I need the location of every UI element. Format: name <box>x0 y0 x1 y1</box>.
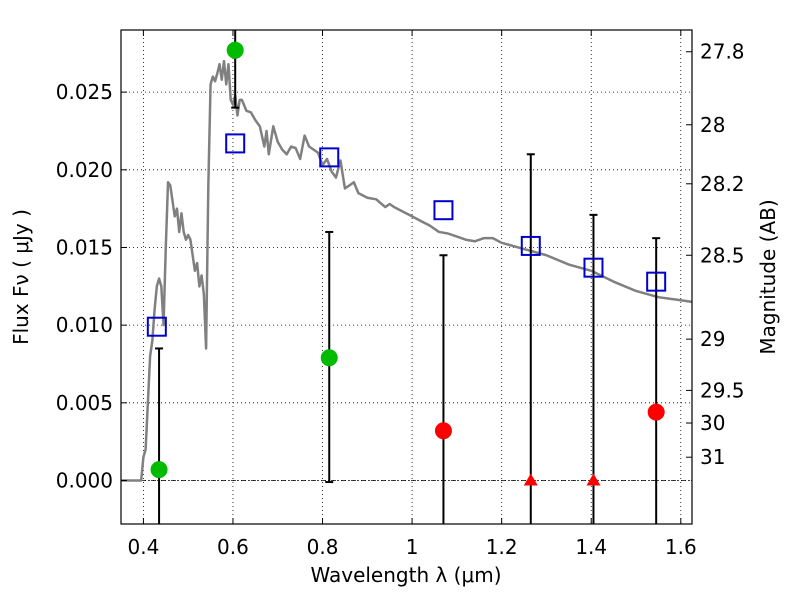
plot-frame <box>120 29 693 525</box>
model-spectrum-line <box>121 59 693 482</box>
photometry-circle-marker <box>647 403 665 421</box>
model-square-marker <box>146 316 167 337</box>
x-tick-label: 1 <box>406 535 419 559</box>
y-tick-label: 0.005 <box>56 391 113 415</box>
magnitude-tick-label: 28.2 <box>700 172 745 196</box>
magnitude-tick-label: 29 <box>700 327 725 351</box>
magnitude-tick-label: 28.5 <box>700 243 745 267</box>
y-tick-label: 0.000 <box>56 469 113 493</box>
model-square-marker <box>520 235 541 256</box>
magnitude-tick-label: 29.5 <box>700 378 745 402</box>
model-square-marker <box>319 147 340 168</box>
magnitude-tick-label: 27.8 <box>700 40 745 64</box>
upper-limit-triangle-marker <box>523 473 538 486</box>
x-axis-label: Wavelength λ (μm) <box>310 563 501 587</box>
x-tick-label: 0.8 <box>307 535 339 559</box>
x-tick-label: 0.4 <box>127 535 159 559</box>
model-square-marker <box>225 133 246 154</box>
y-tick-label: 0.020 <box>56 158 113 182</box>
magnitude-tick-label: 31 <box>700 445 725 469</box>
y2-axis-label: Magnitude (AB) <box>756 199 780 354</box>
model-square-marker <box>583 257 604 278</box>
x-tick-label: 0.6 <box>217 535 249 559</box>
magnitude-tick-label: 28 <box>700 113 725 137</box>
x-tick-label: 1.4 <box>575 535 607 559</box>
plot-area <box>121 30 693 524</box>
y-tick-label: 0.010 <box>56 313 113 337</box>
photometry-circle-marker <box>150 461 168 479</box>
upper-limit-triangle-marker <box>586 473 601 486</box>
y-tick-label: 0.015 <box>56 235 113 259</box>
y-axis-label: Flux Fν ( μJy ) <box>9 209 33 345</box>
photometry-circle-marker <box>320 349 338 367</box>
model-square-marker <box>433 200 454 221</box>
y-tick-label: 0.025 <box>56 80 113 104</box>
axis-ticks: 0.4 0.6 0.8 1 1.2 1.4 1.6 0.000 0.005 0.010 0.015 0… <box>56 30 745 559</box>
photometry-circle-marker <box>434 422 452 440</box>
model-square-marker <box>646 271 667 292</box>
x-tick-label: 1.2 <box>486 535 518 559</box>
x-tick-label: 1.6 <box>665 535 697 559</box>
photometry-circle-marker <box>226 41 244 59</box>
magnitude-tick-label: 30 <box>700 411 725 435</box>
